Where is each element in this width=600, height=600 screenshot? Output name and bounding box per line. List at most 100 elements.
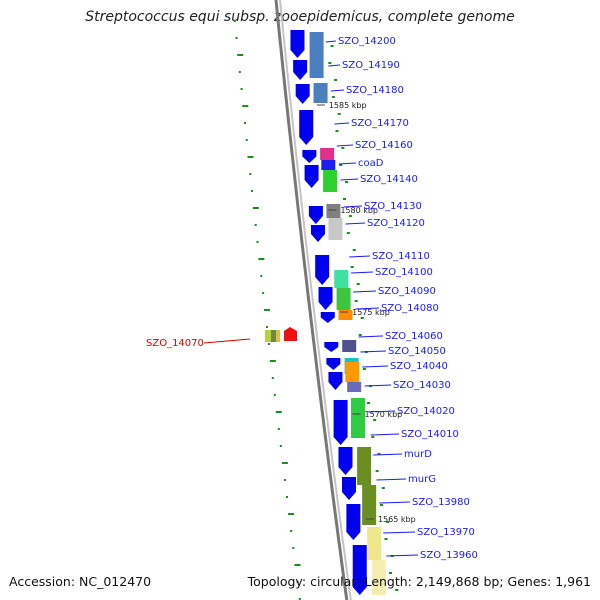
gc-content-tick <box>267 343 270 345</box>
gene-arrow[interactable] <box>310 225 325 242</box>
gene-label[interactable]: murD <box>404 449 432 460</box>
gc-content-tick <box>358 334 362 336</box>
gene-label-leader <box>367 410 396 413</box>
gc-content-tick <box>331 96 335 98</box>
gene-label[interactable]: SZO_13970 <box>417 527 475 538</box>
cog-category-block <box>362 485 377 525</box>
gene-label[interactable]: SZO_14010 <box>401 429 459 440</box>
gene-arrow[interactable] <box>352 545 367 595</box>
gc-content-tick <box>290 530 293 532</box>
cog-category-block <box>338 310 353 320</box>
gc-content-tick <box>296 581 299 583</box>
gc-content-tick <box>377 453 381 455</box>
gc-content-tick <box>375 470 379 472</box>
gene-label-leader <box>355 307 380 310</box>
gene-arrow[interactable] <box>318 287 333 310</box>
gc-content-tick <box>339 164 343 166</box>
kbp-label: 1575 kbp <box>352 308 390 317</box>
gene-label[interactable]: SZO_14170 <box>351 118 409 129</box>
gc-content-tick <box>242 105 249 107</box>
gc-content-tick <box>240 88 243 90</box>
gene-label[interactable]: murG <box>408 474 436 485</box>
gene-arrow[interactable] <box>333 400 348 445</box>
cog-category-block <box>345 362 360 382</box>
gene-label-leader <box>370 433 400 436</box>
gene-label[interactable]: SZO_14200 <box>338 36 396 47</box>
gc-content-tick <box>335 130 339 132</box>
highlight-gene-arrow[interactable] <box>284 327 297 341</box>
gc-content-tick <box>277 428 280 430</box>
gene-arrow[interactable] <box>308 206 323 224</box>
gene-label-leader <box>334 122 350 125</box>
gene-label-leader <box>343 205 363 208</box>
gene-label[interactable]: SZO_14040 <box>390 361 448 372</box>
gc-content-tick <box>386 521 390 523</box>
gene-label[interactable]: SZO_14050 <box>388 346 446 357</box>
gene-label[interactable]: SZO_14020 <box>397 406 455 417</box>
gene-arrow[interactable] <box>299 110 314 145</box>
gc-content-tick <box>238 71 241 73</box>
gene-arrow[interactable] <box>346 504 361 540</box>
gc-content-tick <box>328 62 332 64</box>
gene-label[interactable]: SZO_14120 <box>367 218 425 229</box>
kbp-label: 1580 kbp <box>340 206 378 215</box>
gene-arrow[interactable] <box>338 447 353 475</box>
highlight-gene-block <box>276 330 280 342</box>
gene-label-leader <box>358 335 384 338</box>
gene-label-leader <box>379 501 411 504</box>
gene-arrow[interactable] <box>326 358 341 370</box>
gc-content-tick <box>337 113 341 115</box>
cog-category-block <box>351 398 366 438</box>
gene-arrow[interactable] <box>320 312 335 323</box>
gene-label[interactable]: SZO_14180 <box>346 85 404 96</box>
gene-label-leader <box>353 290 377 293</box>
gene-label-leader <box>383 531 416 534</box>
gene-label-leader <box>328 64 341 67</box>
gene-label[interactable]: SZO_14100 <box>375 267 433 278</box>
gene-label[interactable]: SZO_14160 <box>355 140 413 151</box>
gc-content-tick <box>346 232 350 234</box>
gene-arrow[interactable] <box>342 477 357 500</box>
highlight-gene-label[interactable]: SZO_14070 <box>146 338 204 349</box>
gc-content-tick <box>373 419 377 421</box>
gene-label[interactable]: SZO_14080 <box>381 303 439 314</box>
gc-content-tick <box>298 598 301 600</box>
cog-category-block <box>320 148 335 160</box>
cog-category-block <box>357 447 372 485</box>
gene-label-leader <box>373 453 403 456</box>
gc-content-tick <box>262 292 265 294</box>
gene-arrow[interactable] <box>290 30 305 58</box>
gene-arrow[interactable] <box>328 372 343 390</box>
gc-content-tick <box>281 462 288 464</box>
gene-arrow[interactable] <box>315 255 330 285</box>
gene-label[interactable]: SZO_13960 <box>420 550 478 561</box>
gene-label[interactable]: SZO_13980 <box>412 497 470 508</box>
gc-content-tick <box>271 377 274 379</box>
gene-arrow[interactable] <box>304 165 319 188</box>
gene-arrow[interactable] <box>295 84 310 104</box>
gc-content-tick <box>260 275 263 277</box>
gene-arrow[interactable] <box>302 150 317 163</box>
gene-label-leader <box>336 144 354 147</box>
gene-arrow[interactable] <box>324 342 339 352</box>
gc-content-tick <box>341 147 345 149</box>
genome-backbone-line <box>279 0 352 600</box>
gc-content-tick <box>384 538 388 540</box>
gene-label[interactable]: SZO_14060 <box>385 331 443 342</box>
gc-content-tick <box>352 249 356 251</box>
cog-category-block <box>326 204 341 218</box>
gene-label[interactable]: SZO_14140 <box>360 174 418 185</box>
gene-label[interactable]: SZO_14110 <box>372 251 430 262</box>
gene-label[interactable]: SZO_14090 <box>378 286 436 297</box>
gene-arrow[interactable] <box>293 60 308 80</box>
gc-content-tick <box>292 547 295 549</box>
cog-category-block <box>347 382 362 392</box>
gc-content-tick <box>362 368 366 370</box>
gene-label[interactable]: coaD <box>358 158 384 169</box>
cog-category-block <box>313 83 328 103</box>
gc-content-tick <box>345 181 349 183</box>
gene-label[interactable]: SZO_14030 <box>393 380 451 391</box>
gene-label[interactable]: SZO_14130 <box>364 201 422 212</box>
gene-label[interactable]: SZO_14190 <box>342 60 400 71</box>
gc-content-tick <box>348 215 352 217</box>
